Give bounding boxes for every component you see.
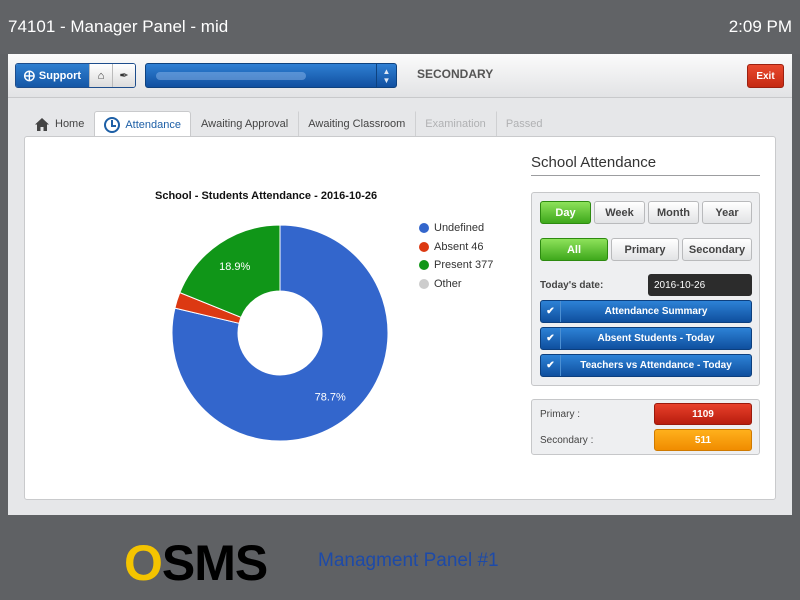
footer-bar xyxy=(0,515,800,600)
level-secondary-button[interactable]: Secondary xyxy=(682,238,752,261)
window-title: 74101 - Manager Panel - mid xyxy=(8,17,229,36)
data-label-present: 18.9% xyxy=(219,261,250,273)
section-label: SECONDARY xyxy=(417,67,494,81)
clock-icon xyxy=(104,116,121,133)
chart-legend: Undefined Absent 46 Present 377 Other xyxy=(419,219,493,293)
toolbar: ⨁ Support ⌂ ✒ ▲ ▼ SECONDARY Exit xyxy=(8,54,792,98)
teachers-vs-attendance-label: Teachers vs Attendance - Today xyxy=(580,360,732,371)
house-icon xyxy=(35,117,49,131)
legend-item-other: Other xyxy=(419,275,493,294)
legend-item-absent: Absent 46 xyxy=(419,238,493,257)
check-icon: ✔ xyxy=(541,355,561,376)
attendance-donut-chart: 78.7% 18.9% xyxy=(171,224,389,442)
side-panel-title: School Attendance xyxy=(531,154,760,176)
primary-stat-value: 1109 xyxy=(654,403,752,425)
slice-undefined xyxy=(171,224,389,442)
tab-attendance[interactable]: Attendance xyxy=(94,111,191,137)
legend-item-undefined: Undefined xyxy=(419,219,493,238)
period-day-button[interactable]: Day xyxy=(540,201,591,224)
teachers-vs-attendance-button[interactable]: ✔ Teachers vs Attendance - Today xyxy=(540,354,752,377)
exit-button[interactable]: Exit xyxy=(747,64,784,88)
stats-box: Primary : 1109 Secondary : 511 xyxy=(531,399,760,455)
tools-icon-button[interactable]: ✒ xyxy=(112,64,135,87)
legend-swatch xyxy=(419,260,429,271)
tab-passed: Passed xyxy=(495,111,553,136)
lifebuoy-icon: ⨁ xyxy=(23,70,35,82)
check-icon: ✔ xyxy=(541,301,561,322)
absent-students-button[interactable]: ✔ Absent Students - Today xyxy=(540,327,752,350)
date-label: Today's date: xyxy=(540,280,604,291)
tab-attendance-label: Attendance xyxy=(125,118,181,131)
school-select[interactable]: ▲ ▼ xyxy=(145,63,397,88)
absent-students-label: Absent Students - Today xyxy=(597,333,715,344)
attendance-summary-button[interactable]: ✔ Attendance Summary xyxy=(540,300,752,323)
data-label-undefined: 78.7% xyxy=(315,392,346,404)
footer-subtitle: Managment Panel #1 xyxy=(318,550,499,571)
osms-logo: OSMS xyxy=(124,535,268,591)
legend-label: Other xyxy=(434,277,462,290)
clock: 2:09 PM xyxy=(728,17,792,36)
attendance-panel: School - Students Attendance - 2016-10-2… xyxy=(24,136,776,500)
tab-awaiting-classroom[interactable]: Awaiting Classroom xyxy=(298,111,415,136)
legend-label: Present 377 xyxy=(434,259,494,272)
brush-icon: ✒ xyxy=(119,70,129,82)
period-year-button[interactable]: Year xyxy=(702,201,752,224)
check-icon: ✔ xyxy=(541,328,561,349)
primary-stat-label: Primary : xyxy=(540,409,580,420)
support-button[interactable]: ⨁ Support xyxy=(16,64,89,87)
school-select-value xyxy=(156,72,306,80)
secondary-stat-label: Secondary : xyxy=(540,435,594,446)
filter-box: Day Week Month Year All Primary Secondar… xyxy=(531,192,760,386)
home-icon-button[interactable]: ⌂ xyxy=(89,64,112,87)
attendance-summary-label: Attendance Summary xyxy=(604,306,708,317)
legend-swatch xyxy=(419,223,429,234)
chart-title: School - Students Attendance - 2016-10-2… xyxy=(155,190,378,202)
date-field[interactable]: 2016-10-26 xyxy=(648,274,752,296)
select-arrows-icon: ▲ ▼ xyxy=(376,64,396,87)
secondary-stat-value: 511 xyxy=(654,429,752,451)
level-all-button[interactable]: All xyxy=(540,238,608,261)
legend-swatch xyxy=(419,278,429,289)
period-month-button[interactable]: Month xyxy=(648,201,699,224)
period-week-button[interactable]: Week xyxy=(594,201,645,224)
legend-label: Undefined xyxy=(434,222,485,235)
legend-label: Absent 46 xyxy=(434,240,484,253)
support-label: Support xyxy=(38,69,82,82)
legend-swatch xyxy=(419,241,429,252)
tab-examination: Examination xyxy=(415,111,496,136)
support-button-group: ⨁ Support ⌂ ✒ xyxy=(15,63,136,88)
window-titlebar: 74101 - Manager Panel - mid 2:09 PM xyxy=(0,0,800,54)
tab-awaiting-approval[interactable]: Awaiting Approval xyxy=(201,118,289,130)
slice-present xyxy=(179,224,281,318)
tab-home[interactable]: Home xyxy=(24,111,94,136)
legend-item-present: Present 377 xyxy=(419,256,493,275)
app-window: ⨁ Support ⌂ ✒ ▲ ▼ SECONDARY Exit Home Att… xyxy=(8,54,792,515)
level-primary-button[interactable]: Primary xyxy=(611,238,679,261)
home-icon: ⌂ xyxy=(97,69,105,82)
tab-bar: Home Attendance Awaiting Approval Awaiti… xyxy=(24,111,553,137)
tab-home-label: Home xyxy=(55,118,85,130)
